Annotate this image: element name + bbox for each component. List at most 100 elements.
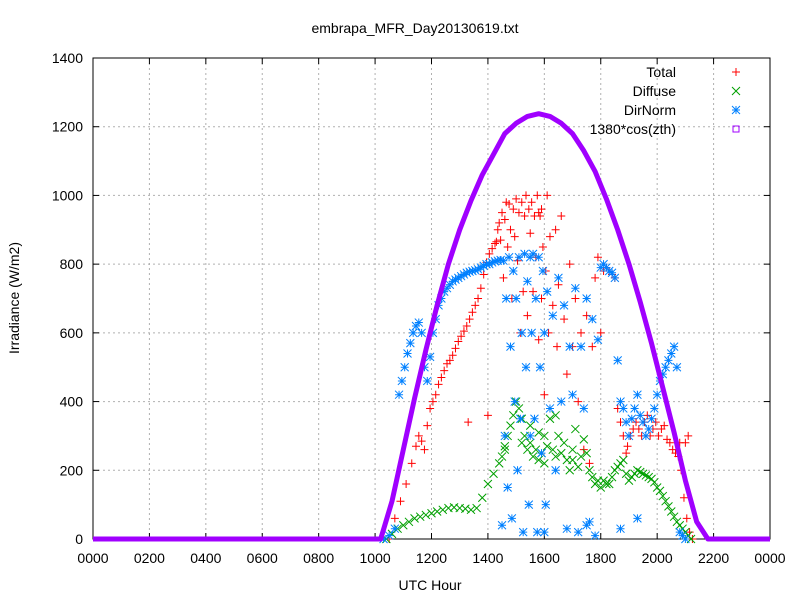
data-point [633, 465, 642, 475]
data-point [533, 191, 542, 200]
data-point [397, 376, 407, 386]
data-point [607, 268, 617, 278]
data-point [525, 421, 535, 430]
x-tick-label: 1000 [360, 550, 391, 566]
series-2 [379, 249, 690, 544]
data-point [394, 390, 404, 400]
x-tick-label: 2200 [698, 550, 729, 566]
data-point [490, 257, 500, 266]
data-point [529, 287, 538, 296]
data-point [616, 397, 625, 406]
data-point [565, 260, 574, 269]
data-point [633, 514, 642, 523]
data-point [460, 504, 470, 514]
data-point [551, 452, 560, 461]
data-point [517, 198, 526, 207]
data-point [658, 491, 668, 501]
data-point [445, 356, 454, 365]
data-point [641, 471, 651, 480]
x-tick-label: 1400 [472, 550, 503, 566]
data-point [568, 390, 577, 400]
data-point [496, 255, 505, 265]
data-point [501, 294, 511, 303]
data-point [585, 459, 594, 468]
y-tick-label: 1000 [52, 187, 83, 203]
data-point [498, 208, 507, 217]
data-point [451, 275, 460, 284]
data-point [420, 445, 429, 454]
y-tick-label: 600 [60, 325, 84, 341]
data-point [396, 497, 405, 506]
data-point [573, 462, 583, 472]
data-point [518, 527, 528, 537]
data-point [508, 410, 518, 420]
data-point [562, 370, 571, 379]
data-point [635, 467, 645, 477]
data-point [398, 520, 408, 530]
x-tick-label: 0600 [247, 550, 278, 566]
data-point [535, 362, 545, 372]
data-point [489, 469, 498, 479]
data-point [477, 493, 487, 503]
data-point [541, 500, 551, 509]
data-point [652, 390, 662, 400]
data-point [411, 442, 420, 451]
data-point [451, 344, 460, 353]
x-tick-label: 1200 [416, 550, 447, 566]
data-point [568, 445, 577, 455]
data-point [523, 311, 532, 320]
legend-marker [731, 105, 741, 115]
data-point [459, 270, 469, 279]
data-point [582, 520, 591, 530]
data-point [560, 315, 569, 324]
data-point [666, 349, 676, 358]
data-point [579, 404, 589, 413]
data-point [523, 276, 532, 286]
data-point [684, 431, 693, 440]
data-point [539, 527, 549, 537]
data-point [492, 237, 501, 246]
data-point [457, 332, 466, 341]
data-point [682, 514, 691, 523]
data-point [539, 431, 549, 441]
data-point [538, 266, 548, 276]
data-point [421, 510, 431, 520]
data-point [618, 455, 628, 465]
data-point [420, 362, 429, 372]
data-point [521, 191, 530, 200]
legend-marker [732, 68, 740, 76]
data-point [545, 232, 554, 241]
data-point [427, 508, 436, 518]
x-tick-label: 1600 [529, 550, 560, 566]
data-point [621, 469, 631, 479]
data-point [485, 249, 494, 258]
data-point [537, 448, 546, 458]
legend-label: DirNorm [624, 102, 676, 118]
data-point [643, 411, 652, 420]
data-point [538, 242, 547, 251]
data-point [641, 431, 651, 441]
data-point [468, 308, 477, 317]
series-3 [93, 111, 770, 542]
data-point [400, 362, 410, 372]
data-point [559, 301, 569, 310]
data-point [610, 273, 620, 283]
data-point [488, 244, 497, 253]
data-point [503, 242, 512, 251]
legend-label: Total [646, 64, 676, 80]
data-point [519, 287, 528, 296]
data-point [499, 273, 508, 282]
data-point [638, 417, 648, 427]
data-point [484, 259, 494, 269]
data-point [471, 301, 480, 310]
data-point [512, 194, 521, 203]
data-point [635, 410, 645, 420]
data-point [417, 437, 426, 446]
data-point [528, 249, 538, 259]
data-point [402, 480, 411, 489]
data-point [571, 283, 580, 293]
data-point [630, 404, 639, 413]
data-point [504, 252, 514, 262]
